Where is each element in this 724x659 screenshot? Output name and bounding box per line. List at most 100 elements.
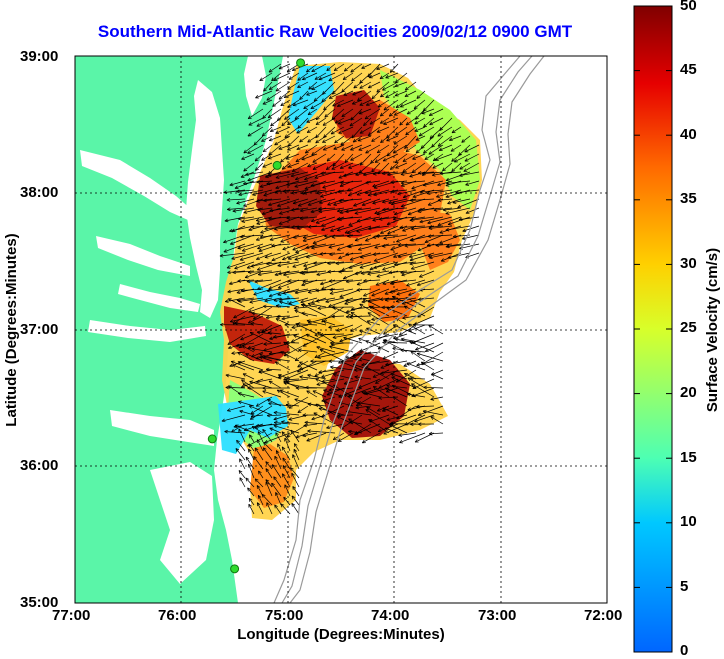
vector-arrowhead	[326, 168, 330, 171]
velocity-vector	[219, 252, 246, 257]
velocity-vector	[263, 441, 273, 452]
velocity-vector	[277, 443, 282, 452]
vector-arrowhead	[428, 112, 432, 116]
vector-arrowhead	[302, 279, 307, 283]
vector-arrowhead	[317, 357, 321, 359]
vector-arrowhead	[269, 336, 273, 340]
vector-arrowhead	[256, 331, 261, 335]
vector-arrowhead	[262, 116, 267, 119]
velocity-vector	[312, 153, 327, 163]
velocity-vector	[306, 320, 327, 326]
vector-arrowhead	[343, 383, 348, 385]
vector-arrowhead	[229, 228, 233, 232]
vector-arrowhead	[231, 258, 236, 260]
velocity-vector	[382, 207, 408, 211]
vector-arrowhead	[377, 408, 380, 412]
vector-arrowhead	[371, 168, 373, 173]
velocity-vector	[389, 424, 408, 434]
vector-arrowhead	[247, 177, 251, 181]
velocity-vector	[326, 162, 336, 170]
velocity-vector	[404, 81, 417, 91]
velocity-vector	[277, 108, 291, 121]
vector-arrowhead	[359, 85, 363, 89]
velocity-vector	[295, 153, 309, 163]
vector-arrowhead	[259, 356, 263, 360]
velocity-vector	[349, 117, 363, 127]
vector-arrowhead	[384, 291, 388, 295]
velocity-vector	[377, 162, 390, 175]
velocity-vector	[348, 261, 372, 269]
vector-arrowhead	[275, 305, 280, 308]
velocity-vector	[275, 432, 282, 443]
vector-arrowhead	[420, 191, 424, 194]
vector-arrowhead	[385, 387, 388, 391]
vector-arrowhead	[327, 263, 331, 266]
vector-arrowhead	[409, 260, 414, 262]
vector-arrowhead	[372, 252, 377, 255]
vector-arrowhead	[224, 220, 229, 223]
vector-arrowhead	[248, 448, 252, 452]
velocity-vector	[293, 334, 318, 344]
velocity-vector	[263, 342, 291, 352]
velocity-vector	[314, 72, 327, 80]
velocity-vector	[416, 360, 435, 366]
vector-arrowhead	[253, 294, 258, 296]
velocity-vector	[288, 252, 309, 260]
velocity-vector	[327, 198, 345, 206]
velocity-vector	[238, 401, 255, 407]
vector-arrowhead	[458, 152, 461, 156]
vector-arrowhead	[379, 297, 384, 300]
velocity-vector	[450, 144, 462, 152]
velocity-vector	[346, 279, 363, 283]
vector-arrowhead	[397, 244, 402, 247]
vector-arrowhead	[263, 198, 267, 202]
vector-arrowhead	[452, 202, 457, 204]
vector-arrowhead	[313, 412, 317, 416]
velocity-vector	[295, 171, 318, 180]
vector-arrowhead	[250, 264, 254, 267]
vector-arrowhead	[276, 389, 280, 394]
vector-arrowhead	[307, 163, 311, 167]
velocity-vector	[422, 180, 444, 186]
vector-arrowhead	[372, 374, 376, 378]
vector-arrowhead	[427, 222, 432, 225]
velocity-vector	[416, 405, 435, 408]
vector-arrowhead	[306, 92, 310, 96]
vector-arrowhead	[321, 229, 325, 232]
velocity-vector	[371, 90, 381, 100]
vector-arrowhead	[239, 477, 243, 481]
velocity-vector	[421, 351, 444, 365]
vector-arrowhead	[428, 225, 433, 228]
velocity-vector	[429, 126, 444, 139]
vector-arrowhead	[254, 281, 259, 284]
vector-arrowhead	[291, 339, 294, 343]
velocity-vector	[409, 261, 426, 265]
velocity-vector	[382, 351, 399, 360]
vector-arrowhead	[412, 324, 417, 327]
vector-arrowhead	[418, 209, 422, 212]
vector-arrowhead	[301, 271, 305, 274]
velocity-vector	[323, 144, 336, 151]
vector-arrowhead	[251, 348, 255, 351]
velocity-vector	[320, 189, 345, 198]
vector-arrowhead	[445, 194, 449, 198]
vector-arrowhead	[224, 299, 229, 302]
velocity-vector	[268, 63, 282, 73]
velocity-vector	[311, 414, 327, 420]
vector-arrowhead	[382, 281, 386, 285]
vector-arrowhead	[358, 147, 362, 151]
vector-arrowhead	[409, 237, 413, 241]
vector-arrowhead	[409, 176, 414, 178]
velocity-vector	[459, 171, 480, 177]
vector-arrowhead	[353, 84, 356, 89]
velocity-vector	[292, 486, 300, 497]
vector-arrowhead	[385, 362, 389, 366]
velocity-vector	[332, 333, 354, 339]
vector-arrowhead	[307, 224, 312, 228]
vector-arrowhead	[307, 138, 310, 143]
velocity-vector	[465, 207, 480, 214]
vector-arrowhead	[382, 157, 386, 162]
vector-arrowhead	[303, 265, 307, 268]
vector-arrowhead	[367, 84, 371, 89]
velocity-vector	[303, 423, 318, 427]
